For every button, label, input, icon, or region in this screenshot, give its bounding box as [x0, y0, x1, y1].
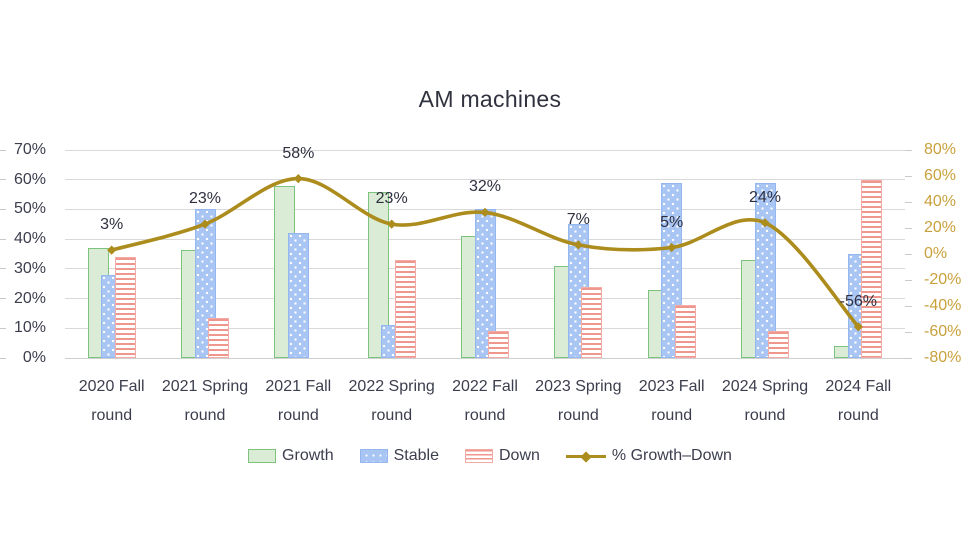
right-axis-tick-label: 0%: [924, 245, 948, 262]
bar-down-1: [208, 317, 229, 358]
gridline: [65, 357, 905, 359]
x-axis-sublabel: round: [371, 407, 413, 424]
line-data-label: 23%: [188, 190, 222, 208]
x-axis-label: 2021 Fall: [265, 378, 332, 395]
left-axis-tick-label: 40%: [13, 230, 46, 248]
chart-title: AM machines: [418, 86, 562, 112]
bar-down-5: [581, 286, 603, 358]
right-axis-tick-label: -80%: [924, 349, 962, 366]
right-axis-tick: [905, 357, 912, 359]
legend-label-down: Down: [499, 447, 540, 464]
line-marker-icon: [565, 449, 606, 463]
legend-item-down: Down: [465, 447, 540, 465]
left-axis-tick: [0, 298, 6, 300]
right-axis-tick: [905, 305, 912, 307]
right-axis-tick-label: 60%: [924, 167, 957, 184]
right-axis-tick: [905, 331, 912, 333]
stable-swatch-icon: [359, 449, 388, 463]
left-axis-tick-label: 10%: [13, 319, 46, 337]
line-data-label: 7%: [566, 210, 590, 228]
legend-item-growth: Growth: [248, 447, 334, 465]
growth-swatch-icon: [248, 449, 277, 463]
left-axis-tick: [0, 238, 6, 240]
right-axis-tick-label: -60%: [924, 323, 962, 340]
legend-label-stable: Stable: [393, 447, 439, 464]
x-axis-label: 2023 Spring: [535, 378, 622, 395]
right-axis-tick: [905, 227, 912, 229]
x-axis-sublabel: round: [837, 407, 879, 424]
bar-down-8: [861, 179, 883, 358]
legend: Growth Stable Down % Growth–Down: [0, 447, 980, 465]
bar-down-3: [394, 259, 416, 358]
bar-down-4: [488, 331, 509, 358]
right-axis-tick: [905, 279, 912, 281]
right-axis-tick: [905, 149, 912, 151]
x-axis-label: 2022 Fall: [452, 378, 518, 395]
x-axis-sublabel: round: [464, 407, 506, 424]
bar-stable-2: [287, 233, 309, 358]
left-axis-tick: [0, 208, 6, 210]
legend-item-line: % Growth–Down: [565, 447, 732, 465]
right-axis-tick-label: 80%: [924, 141, 957, 158]
x-axis-label: 2024 Fall: [825, 378, 892, 395]
gridline: [65, 149, 905, 151]
x-axis-sublabel: round: [277, 407, 319, 424]
right-axis-tick: [905, 175, 912, 177]
x-axis-label: 2020 Fall: [78, 378, 145, 395]
line-data-label: 24%: [748, 188, 782, 206]
right-axis-tick-label: -20%: [924, 271, 962, 288]
left-axis-tick: [0, 149, 6, 151]
bar-down-7: [768, 331, 789, 358]
right-axis-tick-label: -40%: [924, 297, 962, 314]
down-swatch-icon: [465, 449, 493, 463]
line-data-label: 3%: [100, 216, 124, 234]
right-axis-tick: [905, 201, 912, 203]
x-axis-sublabel: round: [184, 407, 226, 424]
left-axis-tick-label: 30%: [13, 259, 46, 277]
legend-label-line: % Growth–Down: [611, 447, 732, 464]
legend-item-stable: Stable: [359, 447, 439, 465]
x-axis-sublabel: round: [91, 407, 133, 424]
bar-down-0: [114, 256, 136, 358]
x-axis-label: 2024 Spring: [721, 378, 809, 395]
left-axis-tick: [0, 268, 6, 270]
x-axis-sublabel: round: [557, 407, 599, 424]
left-axis-tick-label: 0%: [22, 349, 46, 366]
legend-label-growth: Growth: [282, 447, 334, 464]
line-data-label: 32%: [468, 178, 502, 196]
x-axis-sublabel: round: [651, 407, 693, 424]
x-axis-label: 2022 Spring: [348, 378, 435, 395]
right-axis-tick-label: 20%: [924, 219, 957, 236]
left-axis-tick: [0, 357, 6, 359]
left-axis-tick-label: 20%: [13, 289, 46, 307]
right-axis-tick: [905, 253, 912, 255]
left-axis-tick: [0, 179, 6, 181]
left-axis-tick-label: 60%: [13, 170, 46, 188]
line-data-label: 23%: [375, 190, 408, 208]
left-axis-tick-label: 70%: [13, 141, 46, 158]
bar-down-6: [674, 304, 696, 358]
line-data-label: 58%: [282, 144, 315, 162]
line-data-label: -56%: [839, 292, 877, 310]
line-data-label: 5%: [660, 213, 684, 231]
right-axis-tick-label: 40%: [924, 193, 957, 210]
x-axis-label: 2023 Fall: [638, 378, 705, 395]
x-axis-label: 2021 Spring: [161, 378, 249, 395]
left-axis-tick-label: 50%: [13, 200, 46, 218]
left-axis-tick: [0, 327, 6, 329]
x-axis-sublabel: round: [744, 407, 786, 424]
